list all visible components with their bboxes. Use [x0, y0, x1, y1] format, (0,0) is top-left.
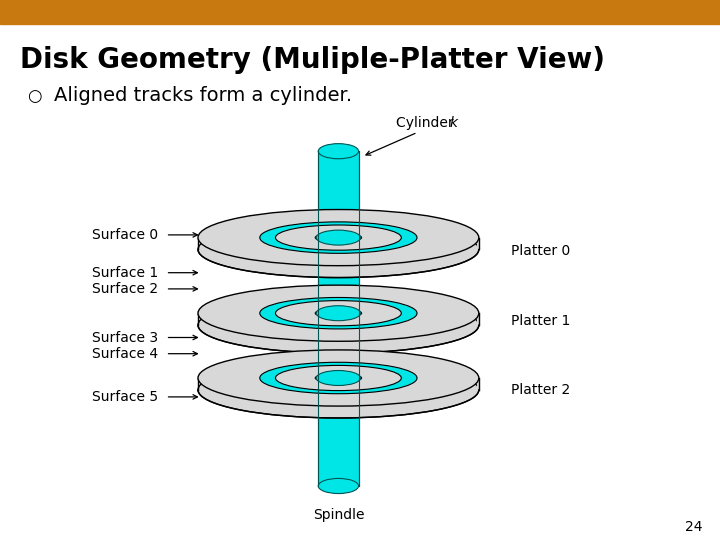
Text: k: k [450, 116, 458, 130]
Text: Platter 2: Platter 2 [511, 383, 570, 397]
Ellipse shape [260, 362, 417, 394]
Polygon shape [477, 378, 479, 390]
Ellipse shape [198, 221, 479, 278]
Ellipse shape [315, 233, 361, 242]
Ellipse shape [198, 210, 479, 266]
Ellipse shape [315, 373, 361, 383]
Polygon shape [198, 313, 199, 325]
Ellipse shape [316, 230, 361, 245]
Text: Surface 1: Surface 1 [92, 266, 158, 280]
Text: Surface 2: Surface 2 [92, 282, 158, 296]
Ellipse shape [198, 362, 479, 418]
Ellipse shape [276, 225, 401, 250]
Ellipse shape [315, 308, 361, 318]
Ellipse shape [316, 370, 361, 386]
Text: Spindle: Spindle [312, 508, 364, 522]
Text: Aligned tracks form a cylinder.: Aligned tracks form a cylinder. [54, 86, 352, 105]
Text: ○: ○ [27, 87, 42, 105]
Bar [318, 151, 359, 486]
Polygon shape [477, 238, 479, 249]
Ellipse shape [276, 301, 401, 326]
Polygon shape [198, 238, 199, 249]
Text: Surface 4: Surface 4 [92, 347, 158, 361]
Text: Platter 1: Platter 1 [511, 314, 570, 328]
Ellipse shape [260, 222, 417, 253]
Ellipse shape [318, 478, 359, 494]
Text: Cylinder: Cylinder [396, 116, 458, 130]
Text: Surface 5: Surface 5 [92, 390, 158, 404]
Polygon shape [477, 313, 479, 325]
Text: Platter 0: Platter 0 [511, 244, 570, 258]
Text: Surface 3: Surface 3 [92, 330, 158, 345]
Ellipse shape [198, 285, 479, 341]
Ellipse shape [198, 297, 479, 353]
Text: Disk Geometry (Muliple-Platter View): Disk Geometry (Muliple-Platter View) [20, 46, 605, 74]
Ellipse shape [318, 144, 359, 159]
Text: 24: 24 [685, 519, 702, 534]
Bar [0, 0, 720, 24]
Ellipse shape [316, 306, 361, 321]
Ellipse shape [198, 350, 479, 406]
Ellipse shape [276, 366, 401, 390]
Ellipse shape [260, 298, 417, 329]
Polygon shape [198, 378, 199, 390]
Text: Surface 0: Surface 0 [92, 228, 158, 242]
